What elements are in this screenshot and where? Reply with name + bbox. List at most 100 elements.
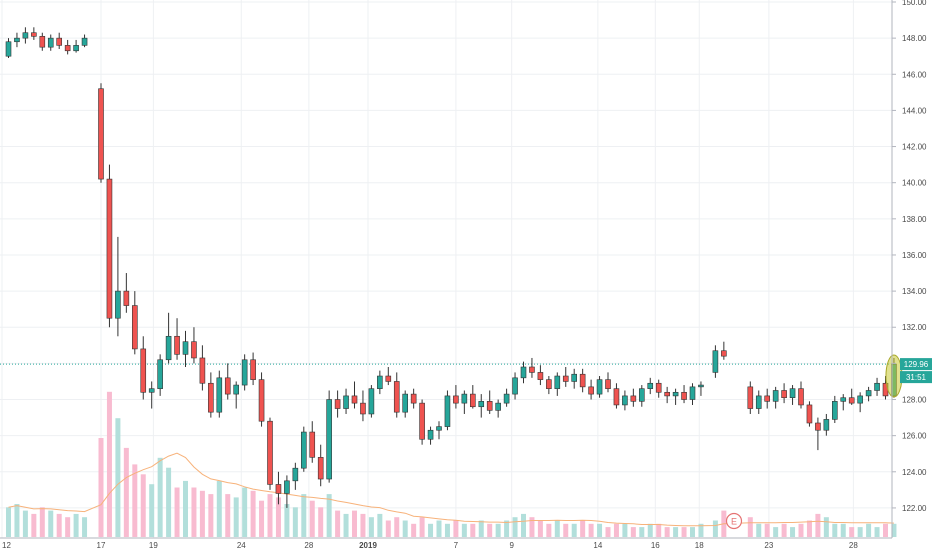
candle-body — [781, 390, 787, 399]
candle-body — [806, 404, 813, 424]
candle — [613, 383, 620, 409]
volume-bar — [326, 494, 332, 537]
candle-body — [815, 422, 821, 431]
candle-body — [698, 384, 704, 388]
price-axis-tick-label: 150.00 — [902, 0, 927, 7]
candle — [647, 377, 654, 395]
candle-body — [208, 382, 214, 413]
candle — [385, 366, 392, 386]
candle — [529, 357, 535, 378]
candle — [698, 381, 704, 396]
candle — [672, 388, 679, 405]
candle-body — [622, 395, 628, 406]
candle-body — [233, 384, 239, 395]
candle — [478, 394, 485, 418]
candle — [47, 34, 54, 51]
candle — [258, 372, 265, 427]
candle-body — [191, 341, 197, 359]
price-axis-tick-label: 146.00 — [902, 70, 927, 79]
candle-body — [546, 379, 552, 389]
candle — [461, 390, 468, 414]
candle — [326, 390, 332, 483]
volume-bar — [275, 497, 281, 537]
candle-body — [721, 350, 727, 357]
volume-bar — [31, 513, 37, 537]
candle-body — [334, 399, 341, 409]
candle — [334, 390, 341, 418]
candle-body — [140, 348, 147, 393]
volume-bar — [563, 523, 569, 537]
volume-bar — [394, 517, 400, 537]
time-axis-tick-label: 17 — [97, 541, 106, 550]
earnings-marker-circle — [725, 512, 743, 530]
candle — [638, 385, 645, 407]
volume-bar — [377, 513, 383, 537]
volume-bar — [681, 527, 687, 537]
candle — [292, 462, 299, 490]
candle — [562, 366, 569, 387]
time-axis-tick-label: 28 — [849, 541, 858, 550]
candle-body — [436, 426, 442, 431]
volume-bar — [840, 523, 846, 537]
candle-body — [368, 388, 375, 415]
volume-bar — [478, 520, 484, 537]
candle-body — [427, 429, 434, 440]
candle — [300, 426, 307, 472]
candle-body — [47, 37, 54, 48]
last-price-label: 129.96 — [904, 360, 929, 369]
candle — [427, 426, 434, 445]
grid — [0, 0, 892, 538]
candle-body — [579, 373, 586, 388]
candle — [165, 312, 172, 364]
volume-bar — [157, 457, 163, 537]
time-axis-tick-label: 9 — [509, 541, 514, 550]
candle — [503, 388, 510, 407]
volume-bar — [419, 517, 425, 537]
candle — [174, 318, 180, 360]
volume-bar — [309, 500, 315, 537]
candle-body — [351, 395, 358, 404]
time-axis-tick-label: 18 — [695, 541, 704, 550]
candle-body — [689, 386, 696, 400]
volume-bar — [411, 523, 417, 537]
volume-bar — [815, 513, 821, 537]
volume-bar — [470, 523, 476, 537]
candle-body — [98, 88, 104, 180]
volume-bar — [166, 467, 172, 537]
candle-body — [165, 335, 172, 361]
volume-bar — [546, 523, 552, 537]
candle — [622, 390, 628, 411]
bar-countdown-label: 31:51 — [906, 373, 927, 382]
candle — [712, 345, 719, 378]
candle — [208, 372, 214, 418]
candle — [579, 368, 586, 393]
candle-body — [115, 290, 121, 319]
earnings-event-marker[interactable]: E — [725, 512, 743, 530]
candle-body — [258, 379, 265, 422]
candle — [216, 370, 223, 418]
candle-body — [81, 37, 88, 46]
candle-body — [647, 382, 654, 389]
volume-bar — [832, 523, 838, 537]
volume-bar — [622, 523, 628, 537]
candle-body — [764, 395, 771, 402]
volume-bar — [56, 513, 62, 537]
candle-body — [216, 377, 223, 413]
candle-body — [596, 379, 603, 395]
candle — [64, 39, 71, 55]
volume-bar — [284, 504, 290, 537]
candles — [5, 27, 897, 508]
candle-body — [157, 359, 163, 389]
candle-body — [712, 350, 719, 373]
candle-body — [317, 457, 324, 480]
candle-body — [755, 395, 762, 409]
earnings-marker-label: E — [731, 517, 737, 527]
volume-bar — [106, 391, 112, 537]
candle — [689, 383, 696, 405]
time-axis[interactable]: 12 17 19 24 28 2019 7 9 14 16 18 23 28 — [2, 541, 858, 550]
time-axis-tick-label: 28 — [304, 541, 313, 550]
candle — [747, 381, 754, 414]
candle — [317, 444, 324, 487]
